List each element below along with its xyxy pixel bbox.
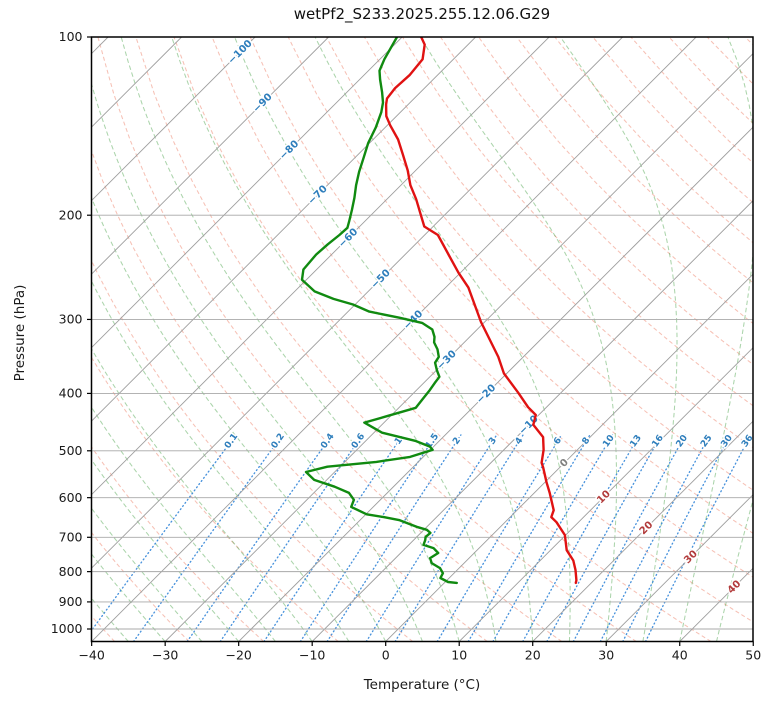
y-tick-label: 600 <box>59 490 83 505</box>
mixing-ratio-label: 3 <box>487 436 499 447</box>
isotherm-label: −80 <box>278 139 302 163</box>
y-tick-label: 500 <box>59 443 83 458</box>
isotherm-label: 10 <box>595 489 613 507</box>
mixing-ratio-label: 0.4 <box>319 432 336 451</box>
isotherm-label: 20 <box>638 520 656 538</box>
chart-title: wetPf2_S233.2025.255.12.06.G29 <box>293 5 551 23</box>
mixing-ratio-label: 13 <box>629 433 644 449</box>
mixing-ratio-label: 2 <box>451 436 463 447</box>
x-tick-label: 40 <box>672 648 688 663</box>
mixing-ratio-label: 10 <box>601 433 616 449</box>
isotherm-label: −100 <box>226 38 254 66</box>
x-tick-label: 10 <box>451 648 467 663</box>
isotherm-label: −90 <box>251 92 275 116</box>
y-tick-label: 400 <box>59 386 83 401</box>
x-tick-label: −20 <box>225 648 251 663</box>
y-tick-label: 100 <box>59 29 83 44</box>
isotherm-label: −50 <box>369 268 393 292</box>
mixing-ratio-label: 6 <box>552 436 564 447</box>
y-tick-label: 300 <box>59 312 83 327</box>
y-tick-label: 700 <box>59 529 83 544</box>
background-lines: −100−90−80−70−60−50−40−30−20−10010203040… <box>91 37 753 642</box>
y-tick-label: 800 <box>59 564 83 579</box>
x-tick-label: −40 <box>78 648 104 663</box>
mixing-ratio-label: 30 <box>720 433 735 449</box>
x-tick-label: 0 <box>382 648 390 663</box>
mixing-ratio-label: 4 <box>514 436 526 447</box>
temperature-curve <box>384 37 578 585</box>
mixing-ratio-lines <box>91 434 752 642</box>
isotherm-label: −10 <box>517 414 541 438</box>
dewpoint-curve <box>300 37 458 585</box>
mixing-ratio-label: 0.1 <box>223 432 240 451</box>
x-tick-label: 50 <box>745 648 761 663</box>
x-tick-label: 30 <box>598 648 614 663</box>
y-tick-label: 900 <box>59 594 83 609</box>
isotherm-label: −70 <box>306 184 330 208</box>
x-axis-label: Temperature (°C) <box>363 677 481 693</box>
mixing-ratio-label: 0.2 <box>270 432 287 451</box>
x-tick-label: −10 <box>299 648 325 663</box>
y-tick-label: 200 <box>59 207 83 222</box>
isotherm-label: 40 <box>726 579 744 597</box>
mixing-ratio-label: 25 <box>699 433 714 449</box>
plot-frame <box>90 36 754 643</box>
mixing-ratio-label: 16 <box>651 433 666 449</box>
y-tick-label: 1000 <box>51 621 83 636</box>
isotherm-label: 0 <box>558 457 571 470</box>
isotherm-label: −20 <box>475 383 499 407</box>
mixing-ratio-label: 0.6 <box>350 432 367 451</box>
x-tick-label: −30 <box>152 648 178 663</box>
isotherm-label: 30 <box>682 549 700 567</box>
isotherm-lines <box>91 37 753 642</box>
y-axis-label: Pressure (hPa) <box>12 284 28 382</box>
dry-adiabat-lines <box>91 37 753 642</box>
tick-marks <box>87 36 754 646</box>
x-tick-label: 20 <box>525 648 541 663</box>
moist-adiabat-lines <box>91 37 753 642</box>
tick-labels: −40 −30 −20 −10 0 10 20 30 40 5010020030040050060… <box>51 29 762 662</box>
pressure-gridlines <box>91 37 753 630</box>
sounding-profiles <box>300 37 578 585</box>
